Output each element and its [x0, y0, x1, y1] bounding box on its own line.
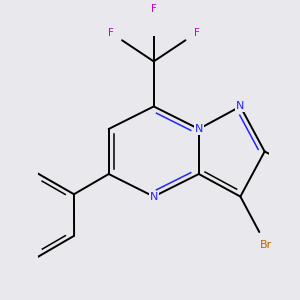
Text: N: N — [150, 191, 158, 202]
Text: F: F — [151, 4, 157, 14]
Text: N: N — [236, 101, 244, 112]
Text: N: N — [195, 124, 203, 134]
Text: F: F — [108, 28, 113, 38]
Text: F: F — [194, 28, 200, 38]
Text: Br: Br — [260, 241, 273, 250]
